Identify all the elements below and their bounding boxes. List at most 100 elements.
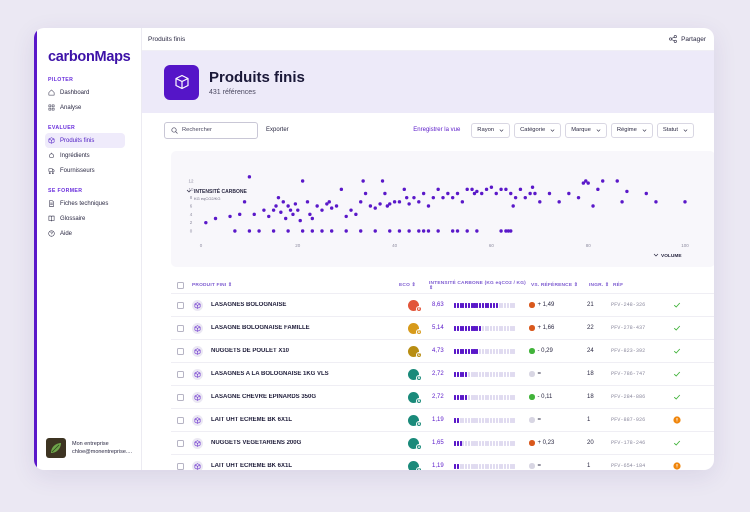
data-point bbox=[286, 204, 290, 208]
filter-catgorie[interactable]: Catégorie bbox=[514, 122, 562, 138]
export-button[interactable]: Exporter bbox=[266, 127, 289, 133]
vs-reference: = bbox=[529, 463, 587, 469]
filter-rayon[interactable]: Rayon bbox=[471, 122, 511, 138]
save-view-button[interactable]: Enregistrer la vue bbox=[413, 127, 461, 133]
vs-reference: - 0,11 bbox=[529, 394, 587, 400]
data-point bbox=[441, 195, 445, 200]
col-ingr[interactable]: INGR. ⇕ bbox=[589, 283, 610, 288]
row-checkbox[interactable] bbox=[177, 301, 184, 309]
table-row[interactable]: LASAGNE BOLOGNAISE FAMILLE D 5,14 + 1,66 22 P… bbox=[171, 316, 714, 339]
data-point bbox=[388, 202, 392, 206]
sidebar: carbonMaps PILOTER Dashboard Analyse EVALUE… bbox=[34, 28, 142, 470]
product-name: NUGGETS DE POULET X10 bbox=[211, 348, 290, 354]
table-row[interactable]: NUGGETS VEGETARIENS 200G A 1,65 + 0,23 20 PFV… bbox=[171, 431, 714, 454]
data-point bbox=[504, 187, 508, 192]
carbon-intensity-bar bbox=[454, 348, 529, 354]
vs-reference: = bbox=[529, 371, 587, 377]
product-icon bbox=[192, 368, 203, 380]
grid-icon bbox=[48, 104, 55, 111]
eco-grade: B bbox=[416, 374, 422, 381]
carbon-intensity-value: 1,65 bbox=[432, 440, 444, 446]
data-point bbox=[417, 229, 421, 233]
filter-rgime[interactable]: Régime bbox=[610, 122, 653, 138]
search-placeholder: Rechercher bbox=[182, 127, 212, 133]
select-all-checkbox[interactable] bbox=[177, 282, 184, 289]
data-point bbox=[359, 229, 363, 233]
x-tick-label: 60 bbox=[489, 243, 495, 248]
table-row[interactable]: LASAGNE CHEVRE EPINARDS 350G B 2,72 - 0,11 1… bbox=[171, 385, 714, 408]
user-company: Mon entreprise bbox=[72, 441, 109, 447]
table-row[interactable]: LAIT UHT ECREME BK 6X1L B 1,19 = 1 PFV-654-18… bbox=[171, 454, 714, 470]
data-point bbox=[274, 204, 278, 208]
data-point bbox=[271, 208, 276, 212]
reference-code: PFV-654-184 bbox=[611, 463, 646, 469]
data-point bbox=[262, 208, 266, 212]
data-point bbox=[247, 175, 252, 179]
data-point bbox=[349, 208, 353, 212]
data-point bbox=[310, 216, 315, 221]
filter-marque[interactable]: Marque bbox=[565, 122, 607, 138]
col-carbon[interactable]: INTENSITÉ CARBONE (KG eqCO2 / KG) ⇕ bbox=[429, 280, 526, 291]
row-checkbox[interactable] bbox=[177, 370, 184, 378]
row-checkbox[interactable] bbox=[177, 439, 184, 447]
help-icon bbox=[48, 230, 55, 237]
table-row[interactable]: LASAGNES BOLOGNAISE E 8,63 + 1,49 21 PFV-248-… bbox=[171, 293, 714, 316]
sidebar-nav: PILOTER Dashboard Analyse EVALUER Produits f… bbox=[45, 77, 141, 241]
data-point bbox=[581, 181, 586, 185]
check-icon bbox=[671, 393, 683, 401]
y-tick-label: 12 bbox=[188, 179, 194, 184]
page-title: Produits finis bbox=[209, 68, 305, 86]
data-point bbox=[523, 195, 527, 200]
sidebar-item-ingrédients[interactable]: Ingrédients bbox=[45, 148, 125, 163]
data-point bbox=[300, 229, 305, 233]
row-checkbox[interactable] bbox=[177, 347, 184, 355]
data-point bbox=[417, 200, 421, 204]
y-tick-label: 6 bbox=[190, 204, 193, 209]
sidebar-item-aide[interactable]: Aide bbox=[45, 226, 125, 241]
eco-score-badge: B bbox=[408, 391, 422, 404]
row-checkbox[interactable] bbox=[177, 393, 184, 401]
carbon-intensity-bar bbox=[454, 440, 529, 446]
vs-reference-dot bbox=[529, 440, 535, 446]
ingredient-count: 22 bbox=[587, 325, 594, 331]
data-point bbox=[329, 206, 334, 210]
sidebar-item-label: Fiches techniques bbox=[60, 200, 109, 207]
vs-reference-value: + 1,66 bbox=[537, 325, 555, 331]
col-product[interactable]: PRODUIT FINI ⇕ bbox=[192, 283, 233, 288]
sidebar-item-fiches-techniques[interactable]: Fiches techniques bbox=[45, 196, 125, 211]
data-point bbox=[530, 185, 535, 189]
data-point bbox=[436, 187, 440, 192]
eco-grade: C bbox=[416, 351, 422, 358]
data-point bbox=[576, 195, 581, 200]
product-name: LASAGNE CHEVRE EPINARDS 350G bbox=[211, 394, 317, 400]
sidebar-item-label: Fournisseurs bbox=[60, 167, 95, 174]
filter-statut[interactable]: Statut bbox=[656, 122, 694, 138]
data-point bbox=[363, 191, 368, 196]
sidebar-item-produits-finis[interactable]: Produits finis bbox=[45, 133, 125, 148]
row-checkbox[interactable] bbox=[177, 462, 184, 470]
col-vs-ref[interactable]: VS. RÉFÉRENCE ⇕ bbox=[531, 283, 579, 288]
sidebar-item-fournisseurs[interactable]: Fournisseurs bbox=[45, 163, 125, 178]
table-row[interactable]: LAIT UHT ECREME BK 6X1L B 1,19 = 1 PFV-887-92… bbox=[171, 408, 714, 431]
products-table: PRODUIT FINI ⇕ ECO ⇕ INTENSITÉ CARBONE (… bbox=[171, 278, 714, 470]
data-point bbox=[354, 212, 358, 217]
col-eco[interactable]: ECO ⇕ bbox=[399, 283, 416, 288]
data-point bbox=[533, 191, 537, 196]
sidebar-item-dashboard[interactable]: Dashboard bbox=[45, 85, 125, 100]
reference-code: PFV-178-246 bbox=[611, 440, 646, 446]
sidebar-item-analyse[interactable]: Analyse bbox=[45, 100, 125, 115]
sidebar-item-glossaire[interactable]: Glossaire bbox=[45, 211, 125, 226]
table-row[interactable]: NUGGETS DE POULET X10 C 4,73 - 0,29 24 PFV-82… bbox=[171, 339, 714, 362]
row-checkbox[interactable] bbox=[177, 416, 184, 424]
data-point bbox=[547, 191, 552, 196]
app-window: carbonMaps PILOTER Dashboard Analyse EVALUE… bbox=[34, 28, 714, 470]
search-input[interactable]: Rechercher bbox=[164, 121, 258, 139]
data-point bbox=[293, 202, 298, 206]
data-point bbox=[392, 200, 397, 204]
supplier-icon bbox=[48, 168, 55, 174]
row-checkbox[interactable] bbox=[177, 324, 184, 332]
table-row[interactable]: LASAGNES A LA BOLOGNAISE 1KG VLS B 2,72 = 18… bbox=[171, 362, 714, 385]
share-button[interactable]: Partager bbox=[669, 35, 706, 43]
ingredient-count: 18 bbox=[587, 394, 594, 400]
user-menu[interactable]: Mon entreprise chloe@monentreprise.... bbox=[46, 438, 138, 458]
